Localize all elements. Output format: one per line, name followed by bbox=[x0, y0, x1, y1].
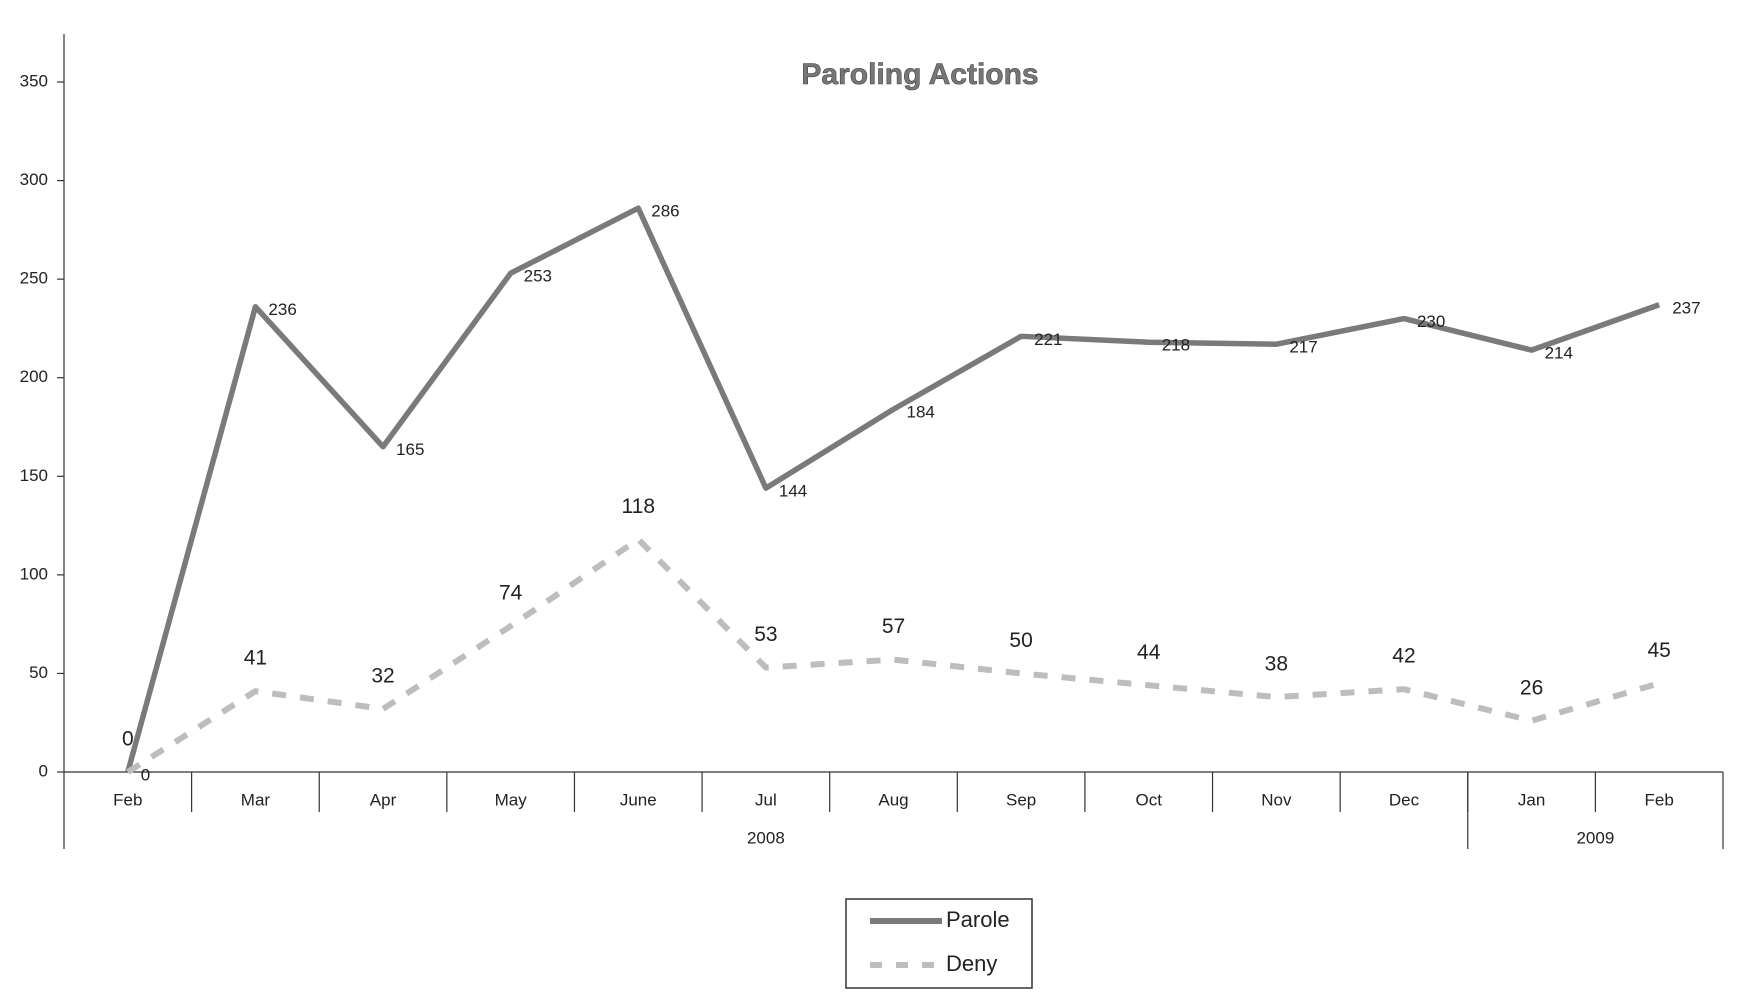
x-tick-label: Mar bbox=[241, 790, 271, 809]
x-tick-label: Jan bbox=[1518, 790, 1545, 809]
x-tick-label: Nov bbox=[1261, 790, 1292, 809]
data-label: 74 bbox=[499, 582, 523, 605]
legend-label: Deny bbox=[946, 951, 997, 976]
x-tick-label: Dec bbox=[1389, 790, 1420, 809]
y-tick-label: 0 bbox=[39, 761, 48, 780]
x-group-label: 2009 bbox=[1576, 828, 1614, 847]
y-tick-label: 250 bbox=[20, 269, 48, 288]
data-label: 38 bbox=[1265, 653, 1288, 676]
data-label: 42 bbox=[1392, 645, 1415, 668]
data-label: 118 bbox=[622, 495, 655, 518]
data-label: 45 bbox=[1648, 639, 1671, 662]
data-label: 50 bbox=[1009, 629, 1032, 652]
data-label: 230 bbox=[1417, 312, 1445, 331]
data-label: 44 bbox=[1137, 641, 1161, 664]
x-tick-label: Feb bbox=[113, 790, 142, 809]
data-label: 57 bbox=[882, 615, 905, 638]
x-tick-label: May bbox=[495, 790, 528, 809]
x-tick-label: Oct bbox=[1136, 790, 1163, 809]
y-tick-label: 200 bbox=[20, 367, 48, 386]
data-label: 237 bbox=[1672, 298, 1700, 317]
x-tick-label: Aug bbox=[878, 790, 908, 809]
x-group-label: 2008 bbox=[747, 828, 785, 847]
y-tick-label: 300 bbox=[20, 170, 48, 189]
data-label: 214 bbox=[1545, 344, 1573, 363]
data-label: 0 bbox=[122, 728, 134, 751]
chart-title: Paroling Actions bbox=[801, 58, 1038, 91]
x-tick-label: Apr bbox=[370, 790, 397, 809]
y-tick-label: 350 bbox=[20, 71, 48, 90]
data-label: 144 bbox=[779, 482, 807, 501]
data-label: 236 bbox=[268, 300, 296, 319]
x-tick-label: June bbox=[620, 790, 657, 809]
data-label: 184 bbox=[907, 403, 935, 422]
x-tick-label: Feb bbox=[1645, 790, 1674, 809]
data-label: 221 bbox=[1034, 330, 1062, 349]
series-line bbox=[126, 536, 1661, 775]
data-label: 32 bbox=[371, 664, 394, 687]
x-tick-label: Jul bbox=[755, 790, 777, 809]
x-tick-label: Sep bbox=[1006, 790, 1036, 809]
data-label: 165 bbox=[396, 440, 424, 459]
data-label: 26 bbox=[1520, 676, 1543, 699]
data-label: 286 bbox=[651, 202, 679, 221]
data-label: 53 bbox=[754, 623, 777, 646]
y-tick-label: 150 bbox=[20, 466, 48, 485]
y-tick-label: 50 bbox=[29, 663, 48, 682]
data-label: 0 bbox=[141, 765, 150, 784]
legend-box bbox=[845, 898, 1033, 989]
data-label: 41 bbox=[244, 647, 267, 670]
series-line bbox=[125, 205, 1661, 773]
data-label: 217 bbox=[1289, 338, 1317, 357]
data-label: 253 bbox=[524, 267, 552, 286]
data-label: 218 bbox=[1162, 336, 1190, 355]
legend-label: Parole bbox=[946, 907, 1010, 932]
y-tick-label: 100 bbox=[20, 564, 48, 583]
